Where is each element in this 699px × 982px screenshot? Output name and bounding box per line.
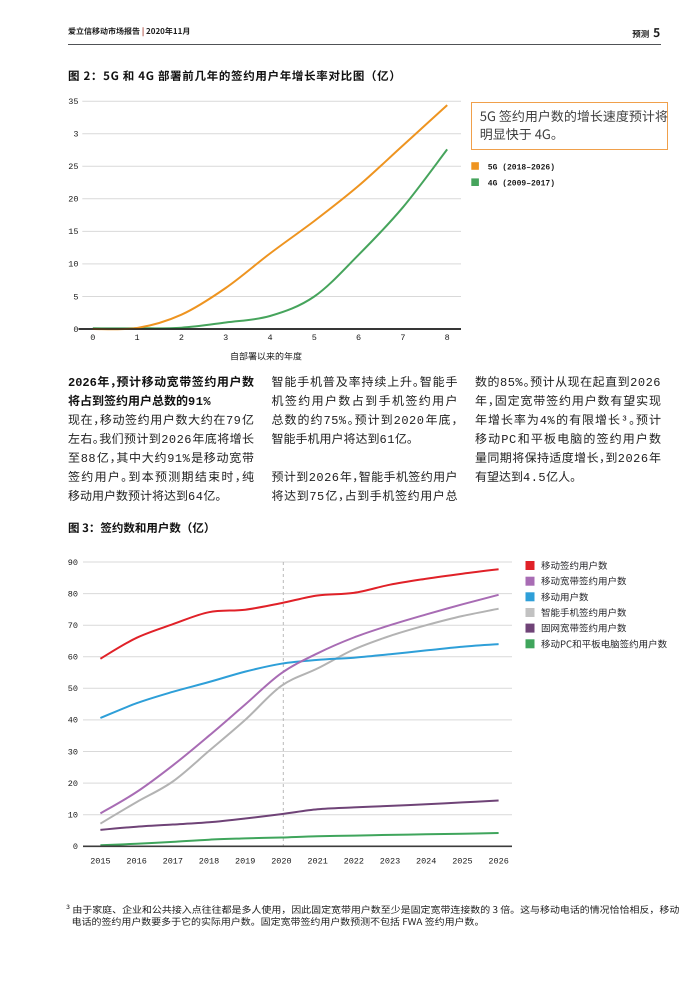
svg-text:20: 20 bbox=[68, 195, 78, 205]
svg-text:2019: 2019 bbox=[235, 857, 255, 867]
svg-text:移动签约用户数: 移动签约用户数 bbox=[541, 558, 608, 572]
svg-text:3: 3 bbox=[73, 130, 78, 140]
svg-text:移动PC和平板电脑签约用户数: 移动PC和平板电脑签约用户数 bbox=[541, 636, 668, 650]
svg-text:2024: 2024 bbox=[416, 857, 436, 867]
svg-text:2: 2 bbox=[179, 333, 184, 343]
svg-text:30: 30 bbox=[68, 747, 78, 757]
svg-text:0: 0 bbox=[73, 842, 78, 852]
svg-text:70: 70 bbox=[68, 621, 78, 631]
svg-text:0: 0 bbox=[90, 333, 95, 343]
svg-text:90: 90 bbox=[68, 558, 78, 568]
svg-text:50: 50 bbox=[68, 684, 78, 694]
svg-text:7: 7 bbox=[400, 333, 405, 343]
svg-text:8: 8 bbox=[445, 333, 450, 343]
svg-text:2016: 2016 bbox=[126, 857, 146, 867]
svg-text:移动宽带签约用户数: 移动宽带签约用户数 bbox=[541, 574, 627, 588]
svg-text:2025: 2025 bbox=[452, 857, 472, 867]
svg-text:5: 5 bbox=[312, 333, 317, 343]
svg-text:15: 15 bbox=[68, 227, 78, 237]
svg-text:2022: 2022 bbox=[344, 857, 364, 867]
svg-text:25: 25 bbox=[68, 162, 78, 172]
svg-text:3: 3 bbox=[223, 333, 228, 343]
svg-text:固网宽带签约用户数: 固网宽带签约用户数 bbox=[541, 621, 627, 635]
svg-text:2021: 2021 bbox=[307, 857, 327, 867]
svg-text:60: 60 bbox=[68, 653, 78, 663]
svg-text:0: 0 bbox=[73, 325, 78, 335]
svg-text:35: 35 bbox=[68, 97, 78, 107]
svg-text:2017: 2017 bbox=[163, 857, 183, 867]
svg-text:2026: 2026 bbox=[488, 857, 508, 867]
svg-text:20: 20 bbox=[68, 779, 78, 789]
svg-text:2020: 2020 bbox=[271, 857, 291, 867]
svg-text:智能手机签约用户数: 智能手机签约用户数 bbox=[541, 605, 627, 619]
svg-text:2023: 2023 bbox=[380, 857, 400, 867]
svg-text:5: 5 bbox=[73, 292, 78, 302]
svg-text:10: 10 bbox=[68, 260, 78, 270]
svg-text:40: 40 bbox=[68, 716, 78, 726]
svg-text:1: 1 bbox=[135, 333, 140, 343]
svg-text:4G (2009–2017): 4G (2009–2017) bbox=[488, 180, 555, 189]
svg-text:2015: 2015 bbox=[90, 857, 110, 867]
svg-text:5G (2018–2026): 5G (2018–2026) bbox=[488, 163, 555, 172]
svg-text:80: 80 bbox=[68, 589, 78, 599]
svg-text:6: 6 bbox=[356, 333, 361, 343]
svg-text:4: 4 bbox=[267, 333, 272, 343]
svg-text:移动用户数: 移动用户数 bbox=[541, 589, 589, 603]
svg-text:2018: 2018 bbox=[199, 857, 219, 867]
svg-text:自部署以来的年度: 自部署以来的年度 bbox=[230, 350, 302, 363]
svg-text:10: 10 bbox=[68, 811, 78, 821]
